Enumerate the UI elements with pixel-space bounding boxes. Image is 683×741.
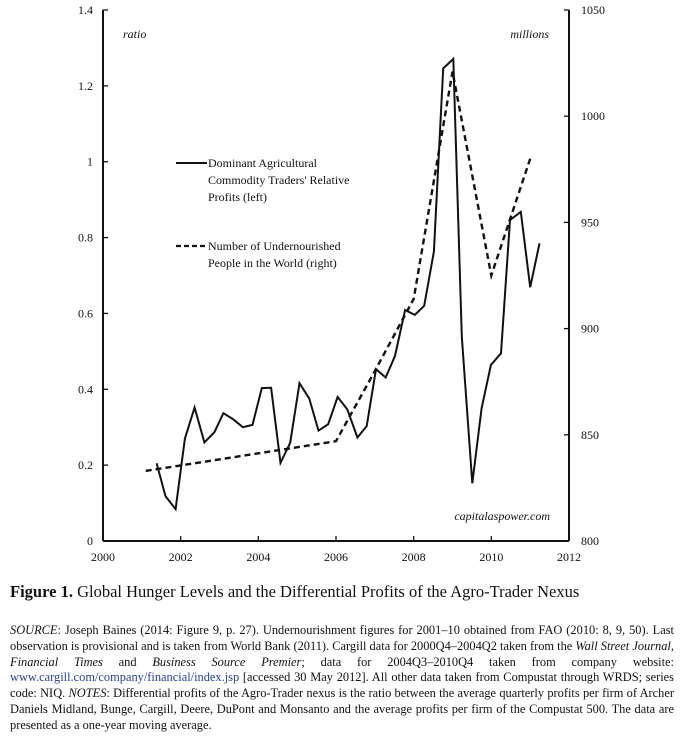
x-tick-label: 2012 — [557, 550, 581, 564]
undernourished-series-line — [145, 71, 532, 473]
x-tick-label: 2006 — [324, 550, 348, 564]
watermark: capitalaspower.com — [454, 509, 550, 523]
legend-solid-line-2: Commodity Traders' Relative — [208, 173, 350, 187]
left-y-tick-label: 1.4 — [78, 3, 93, 17]
notes-segment: : Differential profits of the Agro-Trade… — [10, 686, 674, 732]
axes: 2000 2002 2004 2006 2008 2010 2012 0 0.2 0.4 0.6 0.… — [78, 3, 605, 564]
notes-segment: Financial Times — [10, 654, 103, 669]
legend-dashed-line-2: People in the World (right) — [208, 256, 337, 270]
notes-segment: : Joseph Baines (2014: Figure 9, p. 27).… — [10, 623, 674, 653]
right-axis-unit-label: millions — [510, 27, 549, 41]
figure-title: Global Hunger Levels and the Differentia… — [72, 582, 580, 601]
right-y-tick-label: 1050 — [581, 3, 605, 17]
figure-caption: Figure 1. Global Hunger Levels and the D… — [10, 582, 579, 602]
left-y-tick-label: 1.2 — [78, 79, 93, 93]
notes-segment: Business Source Premier — [152, 654, 302, 669]
notes-segment: [accessed 30 May 2012]. All other data t… — [10, 670, 674, 701]
notes-segment: NOTES — [68, 686, 107, 701]
figure-label: Figure 1. — [10, 582, 73, 601]
x-tick-label: 2008 — [402, 550, 426, 564]
notes-segment: , — [670, 638, 674, 653]
legend-solid-line-1: Dominant Agricultural — [208, 156, 318, 170]
legend-solid-line-3: Profits (left) — [208, 190, 267, 204]
left-y-tick-label: 0.8 — [78, 231, 93, 245]
left-y-tick-label: 0.2 — [78, 458, 93, 472]
left-axis-unit-label: ratio — [123, 27, 146, 41]
right-y-tick-label: 850 — [581, 428, 599, 442]
x-tick-label: 2000 — [91, 550, 115, 564]
notes-segment: SOURCE — [10, 623, 58, 637]
legend-dashed-line-1: Number of Undernourished — [208, 239, 341, 253]
x-tick-label: 2010 — [479, 550, 503, 564]
left-y-tick-label: 1 — [87, 155, 93, 169]
series-group — [145, 56, 541, 512]
right-y-tick-label: 1000 — [581, 109, 605, 123]
notes-segment: ; data for 2004Q3–2010Q4 taken from comp… — [301, 654, 674, 669]
legend: Dominant Agricultural Commodity Traders'… — [176, 156, 350, 270]
x-tick-label: 2004 — [246, 550, 270, 564]
left-y-tick-label: 0.4 — [78, 382, 93, 396]
source-link[interactable]: www.cargill.com/company/financial/index.… — [10, 670, 240, 685]
notes-segment: and — [102, 654, 153, 669]
notes-segment: Wall Street Journal — [575, 638, 671, 653]
right-y-tick-label: 800 — [581, 534, 599, 548]
left-y-tick-label: 0.6 — [78, 306, 93, 320]
right-y-tick-label: 900 — [581, 322, 599, 336]
relative-profits-series-line — [155, 56, 541, 512]
source-notes: SOURCE: Joseph Baines (2014: Figure 9, p… — [10, 623, 674, 734]
left-y-tick-label: 0 — [87, 534, 93, 548]
x-tick-label: 2002 — [169, 550, 193, 564]
dual-axis-line-chart: 2000 2002 2004 2006 2008 2010 2012 0 0.2 0.4 0.6 0.… — [78, 3, 605, 564]
right-y-tick-label: 950 — [581, 215, 599, 229]
